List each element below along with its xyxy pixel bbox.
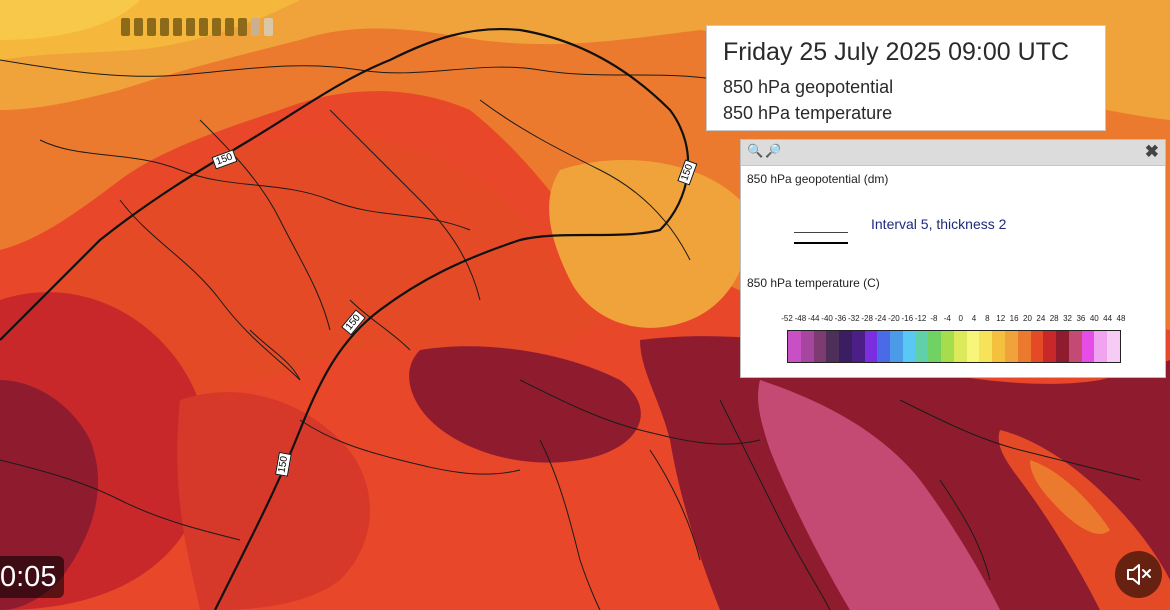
progress-dot[interactable] [238, 18, 247, 36]
contour-line-sample-thin [794, 232, 848, 233]
scale-tick-label: 4 [971, 314, 977, 323]
scale-tick-label: 48 [1116, 314, 1126, 323]
scale-color-swatch [851, 331, 865, 362]
scale-tick-label: -48 [794, 314, 807, 323]
scale-tick-label: 24 [1036, 314, 1046, 323]
scale-tick-label: 44 [1103, 314, 1113, 323]
scale-color-swatch [966, 331, 980, 362]
scale-tick-label: 28 [1049, 314, 1059, 323]
scale-tick-label: 0 [958, 314, 963, 323]
progress-dot[interactable] [147, 18, 156, 36]
progress-dot[interactable] [173, 18, 182, 36]
scale-tick-label: -20 [888, 314, 900, 323]
progress-dot[interactable] [134, 18, 143, 36]
forecast-title: Friday 25 July 2025 09:00 UTC [723, 38, 1070, 66]
forecast-title-box: Friday 25 July 2025 09:00 UTC 850 hPa ge… [706, 25, 1106, 131]
scale-tick-label: -40 [821, 314, 833, 323]
scale-color-swatch [902, 331, 916, 362]
scale-color-swatch [1068, 331, 1082, 362]
scale-tick-label: -28 [861, 314, 873, 323]
layer-name: 850 hPa geopotential [723, 77, 894, 97]
scale-tick-label: 36 [1076, 314, 1086, 323]
scale-color-swatch [1030, 331, 1044, 362]
temperature-legend-heading: 850 hPa temperature (C) [747, 276, 880, 290]
scale-tick-label: -44 [807, 314, 820, 323]
progress-dot[interactable] [225, 18, 234, 36]
scale-color-swatch [979, 331, 993, 362]
progress-dot[interactable] [186, 18, 195, 36]
zoom-in-icon[interactable]: 🔍 [747, 143, 764, 158]
scale-tick-label: -32 [848, 314, 860, 323]
geopotential-legend-heading: 850 hPa geopotential (dm) [747, 172, 889, 186]
legend-toolbar: 🔍 🔎 ✖ [741, 140, 1165, 166]
speaker-muted-icon [1127, 564, 1151, 585]
scale-color-swatch [788, 331, 801, 362]
contour-line-sample-thick [794, 242, 848, 244]
scale-color-swatch [890, 331, 903, 362]
scale-tick-label: 12 [996, 314, 1006, 323]
scale-color-swatch [1081, 331, 1095, 362]
contour-interval-text: Interval 5, thickness 2 [871, 216, 1007, 232]
temperature-color-scale [787, 330, 1121, 363]
scale-color-swatch [864, 331, 878, 362]
scale-color-swatch [953, 331, 967, 362]
scale-tick-label: 32 [1063, 314, 1072, 323]
scale-color-swatch [839, 331, 852, 362]
scale-tick-label: -36 [834, 314, 847, 323]
scale-tick-label: 8 [985, 314, 990, 323]
scale-color-swatch [800, 331, 814, 362]
scale-tick-label: 40 [1089, 314, 1099, 323]
scale-color-swatch [992, 331, 1006, 362]
close-icon[interactable]: ✖ [1144, 142, 1159, 161]
scale-tick-label: -4 [943, 314, 951, 323]
scale-tick-label: -8 [930, 314, 938, 323]
scale-color-swatch [877, 331, 891, 362]
animation-progress [121, 18, 273, 36]
scale-color-swatch [928, 331, 942, 362]
scale-tick-label: -24 [874, 314, 887, 323]
progress-dot[interactable] [251, 18, 260, 36]
progress-dot[interactable] [121, 18, 130, 36]
scale-tick-label: 20 [1023, 314, 1032, 323]
scale-color-swatch [1056, 331, 1069, 362]
progress-dot[interactable] [199, 18, 208, 36]
scale-color-swatch [813, 331, 827, 362]
scale-color-swatch [826, 331, 840, 362]
legend-panel: 🔍 🔎 ✖ 850 hPa geopotential (dm) Interval… [740, 139, 1166, 378]
scale-tick-label: -12 [914, 314, 927, 323]
scale-color-swatch [1005, 331, 1018, 362]
scale-tick-label: 16 [1009, 314, 1019, 323]
layer-name: 850 hPa temperature [723, 103, 893, 123]
zoom-out-icon[interactable]: 🔎 [765, 143, 782, 158]
progress-dot[interactable] [264, 18, 273, 36]
scale-color-swatch [941, 331, 954, 362]
video-time: 0:05 [0, 556, 65, 598]
scale-color-swatch [915, 331, 929, 362]
mute-button[interactable] [1115, 551, 1162, 598]
progress-dot[interactable] [212, 18, 221, 36]
scale-tick-label: -52 [781, 314, 793, 323]
progress-dot[interactable] [160, 18, 169, 36]
scale-tick-label: -16 [901, 314, 914, 323]
scale-color-swatch [1043, 331, 1057, 362]
scale-color-swatch [1107, 331, 1120, 362]
scale-color-swatch [1017, 331, 1031, 362]
scale-color-swatch [1094, 331, 1108, 362]
temperature-scale-labels: -52 -48 -44 -40 -36 -32 -28 -24 -20 -16 -12 -8 -4 0 4 8… [779, 314, 1129, 326]
